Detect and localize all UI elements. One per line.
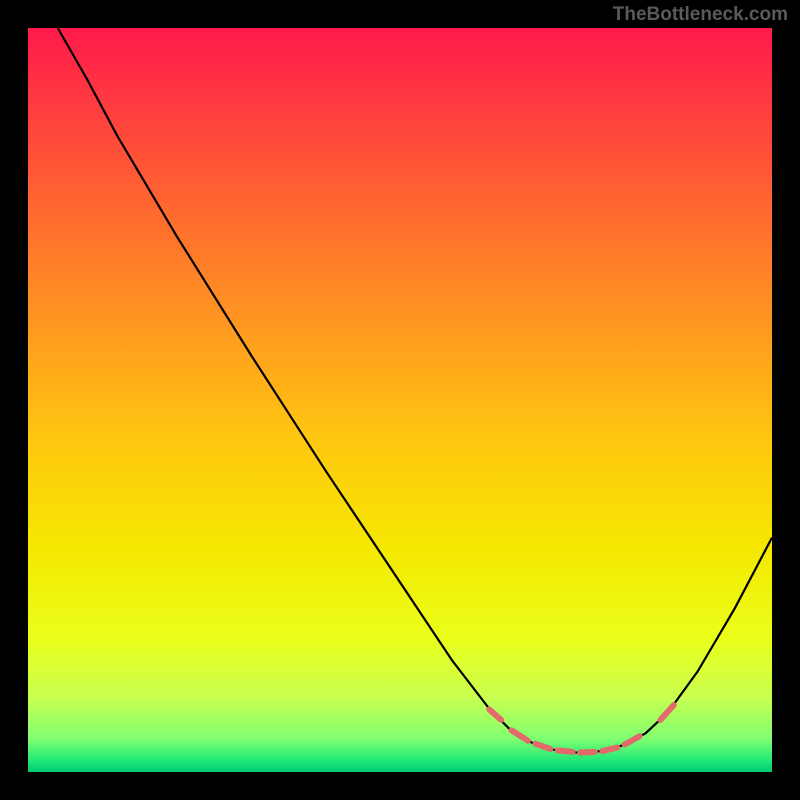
bottleneck-curve: [58, 28, 772, 753]
watermark-text: TheBottleneck.com: [613, 4, 788, 26]
marker-dash: [535, 744, 550, 749]
chart-svg-layer: [28, 28, 772, 772]
marker-dash: [602, 747, 617, 751]
marker-dash: [512, 730, 528, 740]
marker-dash: [625, 736, 640, 744]
marker-dash: [580, 752, 595, 753]
marker-dash: [558, 750, 573, 751]
optimal-range-markers: [489, 705, 674, 753]
marker-dash: [660, 705, 673, 720]
marker-dash: [489, 710, 501, 720]
chart-plot-area: [28, 28, 772, 772]
